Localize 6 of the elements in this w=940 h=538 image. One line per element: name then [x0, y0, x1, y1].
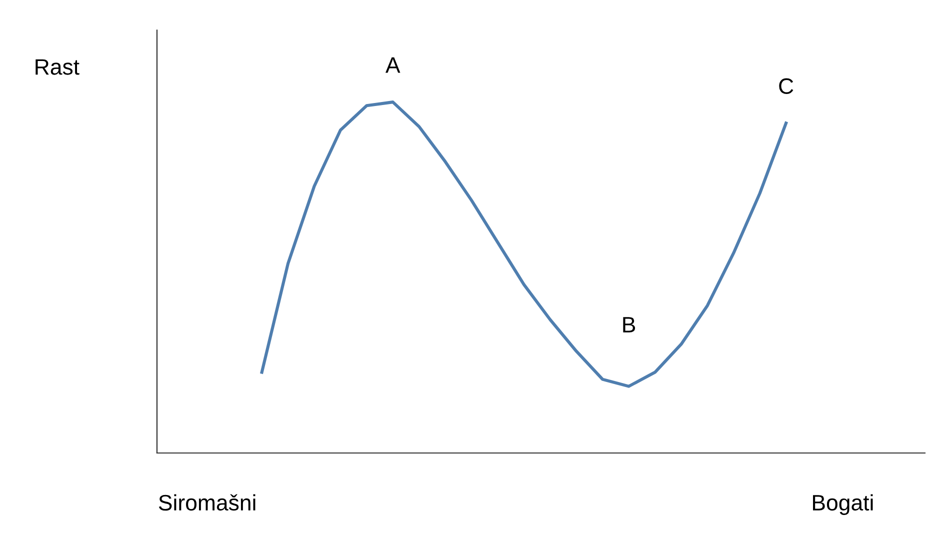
annotation: B	[623, 317, 636, 332]
text: Bogati	[813, 494, 873, 515]
text: Rast	[36, 59, 80, 75]
text: C	[779, 78, 794, 94]
text: Siromašni	[158, 494, 256, 511]
text: A	[386, 57, 400, 73]
